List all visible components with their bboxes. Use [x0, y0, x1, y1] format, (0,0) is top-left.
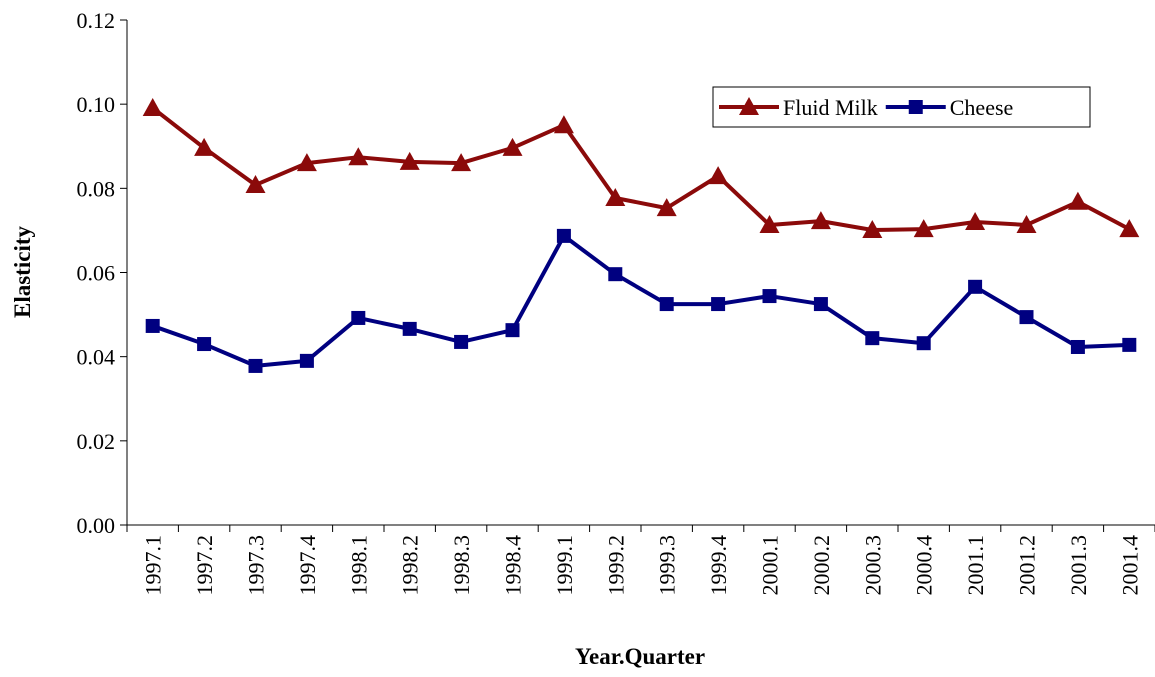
- x-tick-label: 2000.2: [809, 535, 834, 596]
- marker: [916, 336, 931, 351]
- marker: [759, 214, 780, 233]
- marker: [194, 137, 215, 156]
- x-tick-label: 1998.3: [449, 535, 474, 596]
- marker: [968, 279, 983, 294]
- x-tick-label: 1998.4: [501, 535, 526, 596]
- marker: [248, 358, 263, 373]
- series-line: [152, 233, 1130, 368]
- marker: [505, 323, 520, 338]
- legend-label: Cheese: [950, 95, 1014, 120]
- x-tick-label: 2001.1: [963, 535, 988, 596]
- legend: Fluid Milk Cheese: [712, 86, 1091, 128]
- y-tick-label: 0.00: [77, 513, 116, 538]
- marker: [351, 310, 366, 325]
- marker: [1067, 191, 1088, 210]
- marker: [296, 153, 317, 172]
- x-tick-label: 1997.1: [141, 535, 166, 596]
- marker: [865, 331, 880, 346]
- marker: [1119, 219, 1140, 238]
- x-tick-label: 2001.4: [1117, 535, 1142, 596]
- y-axis-title: Elasticity: [10, 226, 35, 318]
- marker: [913, 219, 934, 238]
- marker: [556, 228, 571, 243]
- marker: [813, 297, 828, 312]
- marker: [1019, 310, 1034, 325]
- marker: [399, 151, 420, 170]
- x-tick-label: 1998.2: [398, 535, 423, 596]
- marker: [454, 334, 469, 349]
- marker: [862, 219, 883, 238]
- marker: [502, 137, 523, 156]
- x-tick-label: 2001.3: [1066, 535, 1091, 596]
- marker: [656, 198, 677, 217]
- marker: [659, 297, 674, 312]
- x-tick-label: 2001.2: [1015, 535, 1040, 596]
- marker: [451, 153, 472, 172]
- marker: [711, 297, 726, 312]
- marker: [810, 211, 831, 230]
- x-tick-label: 1999.3: [655, 535, 680, 596]
- marker: [553, 115, 574, 134]
- x-tick-label: 1998.1: [346, 535, 371, 596]
- x-tick-label: 1997.2: [192, 535, 217, 596]
- x-tick-label: 2000.3: [860, 535, 885, 596]
- marker: [1070, 339, 1085, 354]
- x-tick-label: 1999.1: [552, 535, 577, 596]
- y-tick-label: 0.08: [77, 176, 116, 201]
- marker: [1016, 214, 1037, 233]
- marker: [197, 337, 212, 352]
- marker: [348, 147, 369, 166]
- marker: [605, 188, 626, 207]
- marker: [245, 174, 266, 193]
- x-tick-label: 1999.4: [706, 535, 731, 596]
- x-tick-label: 1997.4: [295, 535, 320, 596]
- marker: [965, 212, 986, 230]
- x-tick-label: 1997.3: [244, 535, 269, 596]
- marker: [608, 267, 623, 282]
- y-tick-label: 0.02: [77, 429, 116, 454]
- marker: [145, 318, 160, 333]
- x-tick-label: 1999.2: [603, 535, 628, 596]
- x-axis-title: Year.Quarter: [575, 644, 705, 669]
- x-tick-label: 2000.4: [912, 535, 937, 596]
- y-tick-label: 0.06: [77, 261, 116, 286]
- marker: [708, 166, 729, 185]
- legend-label: Fluid Milk: [783, 95, 878, 120]
- marker: [402, 321, 417, 336]
- series-line: [151, 106, 1131, 232]
- marker: [1122, 337, 1137, 352]
- legend-marker: [739, 97, 759, 115]
- x-tick-label: 2000.1: [758, 535, 783, 596]
- legend-marker: [908, 100, 923, 114]
- y-tick-label: 0.04: [77, 345, 116, 370]
- y-tick-label: 0.10: [77, 92, 116, 117]
- marker: [762, 289, 777, 304]
- marker: [299, 353, 314, 368]
- y-tick-label: 0.12: [77, 8, 116, 33]
- marker: [142, 97, 163, 116]
